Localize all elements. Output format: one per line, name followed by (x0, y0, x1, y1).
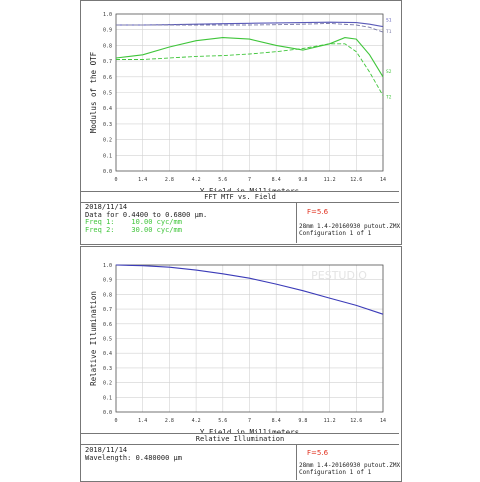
y-axis-label: Relative Illumination (89, 291, 98, 386)
x-tick-label: 4.2 (192, 418, 201, 424)
x-tick-label: 7 (248, 177, 251, 183)
x-tick-label: 12.6 (350, 418, 362, 424)
x-tick-label: 5.6 (218, 177, 227, 183)
y-tick-label: 0.0 (103, 410, 112, 416)
ri-fnumber: F=5.6 (307, 449, 329, 457)
series-line-t2 (116, 43, 384, 96)
y-tick-label: 0.8 (103, 292, 112, 298)
legend-s2: S2 (386, 69, 392, 75)
y-tick-label: 0.2 (103, 381, 112, 387)
y-tick-label: 0.1 (103, 153, 112, 159)
x-tick-label: 8.4 (272, 177, 281, 183)
x-tick-label: 11.2 (324, 418, 336, 424)
y-tick-label: 0.0 (103, 169, 112, 175)
ri-file-info: 28mm 1.4-20160930 putout.ZMX Configuratio… (299, 462, 401, 476)
y-tick-label: 0.4 (103, 106, 112, 112)
x-tick-label: 9.8 (298, 177, 307, 183)
x-tick-label: 0 (114, 177, 117, 183)
x-tick-label: 11.2 (324, 177, 336, 183)
y-tick-label: 0.7 (103, 59, 112, 65)
y-tick-label: 0.6 (103, 75, 112, 81)
y-tick-label: 0.7 (103, 307, 112, 313)
x-tick-label: 14 (380, 418, 386, 424)
x-tick-label: 2.8 (165, 177, 174, 183)
mtf-freq2: Freq 2: 30.00 cyc/mm (85, 225, 182, 234)
x-tick-label: 8.4 (272, 418, 281, 424)
mtf-chart: 0 1.4 2.8 4.2 5.6 7 8.4 9.8 11.2 12.6 14 0.0 0.1 0.2 0… (89, 12, 392, 191)
ri-info: 2018/11/14 Wavelength: 0.480000 μm (85, 446, 182, 462)
y-tick-label: 0.6 (103, 322, 112, 328)
y-tick-label: 0.5 (103, 91, 112, 97)
y-tick-label: 0.3 (103, 366, 112, 372)
y-tick-label: 1.0 (103, 12, 112, 18)
y-tick-label: 0.2 (103, 138, 112, 144)
ri-date: 2018/11/14 (85, 446, 128, 454)
mtf-fnumber: F=5.6 (307, 208, 329, 216)
mtf-date: 2018/11/14 (85, 203, 128, 211)
mtf-data-for: Data for 0.4400 to 0.6800 μm. (85, 210, 208, 219)
x-tick-label: 7 (248, 418, 251, 424)
x-tick-label: 2.8 (165, 418, 174, 424)
y-tick-label: 0.5 (103, 337, 112, 343)
y-tick-label: 0.3 (103, 122, 112, 128)
plot-frame (115, 13, 384, 172)
series-line-s2 (115, 37, 384, 78)
ri-config: Configuration 1 of 1 (299, 468, 372, 476)
mtf-freq1: Freq 1: 10.00 cyc/mm (85, 218, 182, 226)
mtf-config: Configuration 1 of 1 (299, 229, 372, 237)
x-axis-label: Y Field in Millimeters (200, 187, 299, 191)
mtf-fbox: F=5.6 28mm 1.4-20160930 putout.ZMX Config… (296, 202, 400, 243)
mtf-info: 2018/11/14 Data for 0.4400 to 0.6800 μm. F… (85, 203, 208, 234)
y-axis-label: Modulus of the OTF (89, 51, 98, 133)
mtf-file-info: 28mm 1.4-20160930 putout.ZMX Configuratio… (299, 223, 401, 237)
y-tick-label: 0.4 (103, 351, 112, 357)
ri-chart: 0 1.4 2.8 4.2 5.6 7 8.4 9.8 11.2 12.6 14 0.0 0.1 0.2 0… (89, 263, 386, 434)
ri-wavelength: Wavelength: 0.480000 μm (85, 453, 182, 462)
x-tick-label: 9.8 (298, 418, 307, 424)
plot-frame (115, 264, 384, 413)
y-tick-label: 0.8 (103, 43, 112, 49)
mtf-panel: 0 1.4 2.8 4.2 5.6 7 8.4 9.8 11.2 12.6 14 0.0 0.1 0.2 0… (80, 0, 402, 245)
x-tick-label: 12.6 (350, 177, 362, 183)
watermark-logo: PESTUDIO (311, 269, 367, 282)
ri-title: Relative Illumination (81, 433, 399, 445)
legend-t2: T2 (386, 95, 392, 101)
ri-file: 28mm 1.4-20160930 putout.ZMX (299, 462, 401, 469)
y-tick-label: 1.0 (103, 263, 112, 269)
y-tick-label: 0.9 (103, 28, 112, 34)
y-tick-label: 0.9 (103, 278, 112, 284)
series-line-t1 (116, 22, 384, 33)
x-tick-label: 14 (380, 177, 386, 183)
mtf-file: 28mm 1.4-20160930 putout.ZMX (299, 223, 401, 230)
x-tick-label: 4.2 (192, 177, 201, 183)
x-tick-label: 5.6 (218, 418, 227, 424)
mtf-title: FFT MTF vs. Field (81, 191, 399, 203)
ri-fbox: F=5.6 28mm 1.4-20160930 putout.ZMX Config… (296, 444, 400, 480)
x-tick-label: 1.4 (138, 177, 147, 183)
x-axis-label: Y Field in Millimeters (200, 428, 299, 434)
y-tick-label: 0.1 (103, 395, 112, 401)
x-tick-label: 0 (114, 418, 117, 424)
legend-t1: T1 (386, 29, 392, 35)
series-line-0 (115, 264, 384, 315)
legend-s1: S1 (386, 18, 392, 24)
ri-panel: 0 1.4 2.8 4.2 5.6 7 8.4 9.8 11.2 12.6 14 0.0 0.1 0.2 0… (80, 246, 402, 482)
x-tick-label: 1.4 (138, 418, 147, 424)
